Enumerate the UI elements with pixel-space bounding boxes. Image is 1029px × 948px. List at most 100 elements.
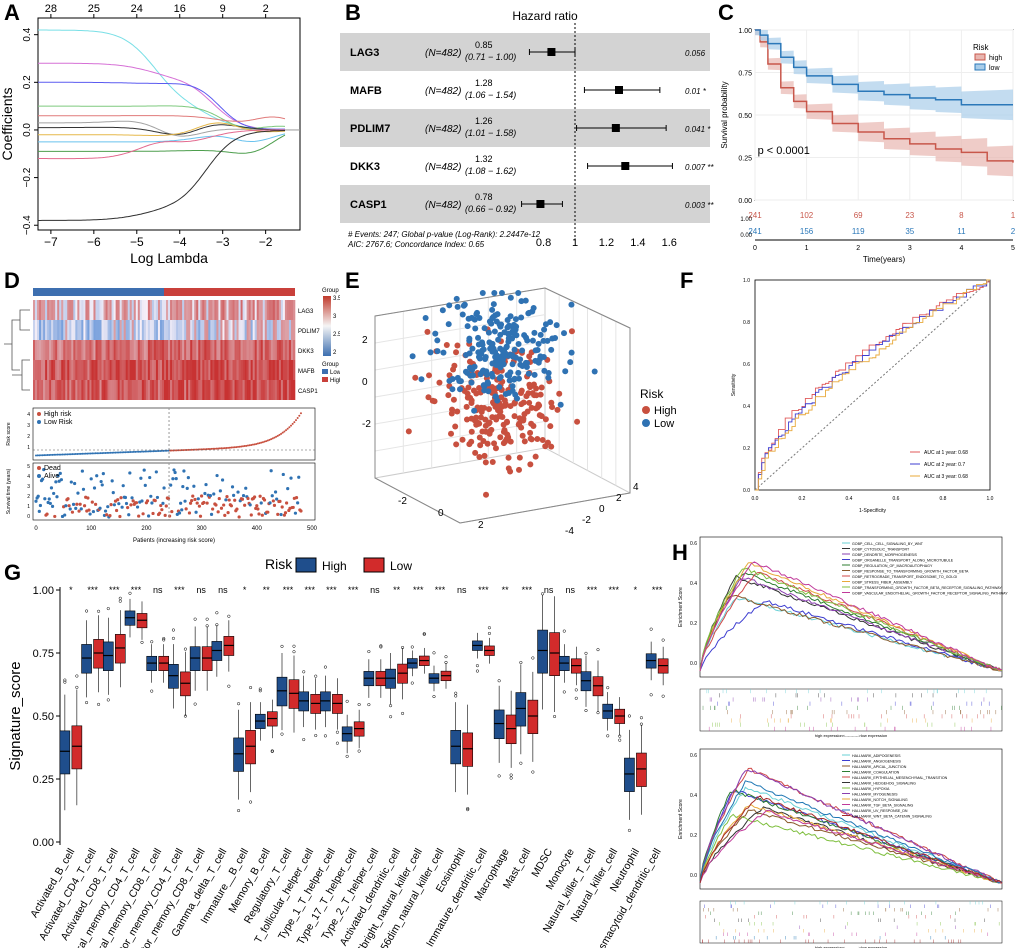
- heatmap-cell: [170, 320, 173, 340]
- risk-point: [150, 450, 153, 453]
- heatmap-cell: [155, 340, 159, 360]
- risk-point: [92, 452, 95, 455]
- scatter-point-low: [524, 337, 531, 344]
- box-outlier: [292, 650, 296, 654]
- status-point: [112, 503, 116, 507]
- heatmap-cell: [127, 360, 131, 380]
- heatmap-cell: [45, 360, 48, 380]
- scatter-point-low: [507, 294, 514, 301]
- heatmap-cell: [200, 340, 203, 360]
- status-point: [180, 508, 184, 512]
- heatmap-cell: [111, 380, 114, 400]
- risk-point: [58, 453, 61, 456]
- risk-point: [170, 449, 173, 452]
- gsea-y-tick-top: 0.6: [690, 541, 697, 547]
- heatmap-cell: [69, 300, 72, 320]
- risk-point: [256, 442, 259, 445]
- heatmap-cell: [258, 360, 262, 380]
- scatter-point-low: [454, 374, 461, 381]
- scatter-point-high: [424, 328, 431, 335]
- status-point: [159, 503, 163, 508]
- legend-label-low: Low: [330, 370, 340, 376]
- risk-point: [278, 433, 281, 436]
- heatmap-cell: [53, 300, 56, 320]
- box-body: [71, 725, 83, 770]
- scatter-point-low: [498, 321, 505, 328]
- heatmap-cell: [182, 360, 185, 380]
- heatmap-cell: [274, 320, 278, 340]
- heatmap-cell: [119, 320, 122, 340]
- box-outlier: [574, 688, 578, 692]
- heatmap-cell: [115, 340, 118, 360]
- scatter-point-high: [485, 406, 492, 413]
- y-tick-label: 1.00: [33, 585, 54, 597]
- box-outlier: [335, 741, 339, 745]
- heatmap-cell: [123, 300, 127, 320]
- box-outlier: [497, 679, 501, 683]
- forest-n-label: (N=482): [425, 86, 461, 97]
- heatmap-cell: [41, 360, 44, 380]
- box-body: [93, 639, 104, 669]
- scatter-point-low: [498, 290, 505, 296]
- heatmap-cell: [200, 300, 203, 320]
- scatter-point-high: [492, 445, 499, 452]
- box-outlier: [106, 698, 110, 702]
- box-outlier: [85, 609, 89, 613]
- km-at-risk-count: 11: [957, 227, 966, 236]
- heatmap-cell: [206, 320, 209, 340]
- significance-label: ***: [587, 585, 598, 595]
- box-body: [288, 679, 300, 709]
- heatmap-cell: [159, 380, 163, 400]
- scatter-point-low: [506, 377, 513, 384]
- heatmap-cell: [188, 300, 191, 320]
- scatter-point-low: [475, 334, 482, 341]
- heatmap-cell: [182, 380, 185, 400]
- status-point: [137, 514, 141, 518]
- status-point: [244, 486, 248, 490]
- forest-x-tick-label: 1.4: [630, 237, 645, 249]
- status-point: [88, 512, 92, 516]
- scatter-point-low: [502, 390, 509, 397]
- status-point: [59, 478, 63, 482]
- heatmap-cell: [73, 320, 76, 340]
- scatter-point-high: [507, 468, 514, 475]
- heatmap-cell: [176, 360, 179, 380]
- scatter-point-high: [554, 406, 561, 413]
- heatmap-cell: [242, 360, 245, 380]
- scatter-point-low: [537, 353, 544, 360]
- gsea-frame-bottom: [699, 748, 1003, 890]
- heatmap-cell: [268, 360, 272, 380]
- top-tick-label: 24: [131, 3, 143, 15]
- risk-point: [251, 443, 254, 446]
- risk-point: [213, 447, 216, 450]
- box-outlier: [639, 722, 643, 726]
- forest-ci-label: (0.71 − 1.00): [465, 52, 516, 62]
- heatmap-cell: [57, 320, 60, 340]
- heatmap-cell: [254, 380, 258, 400]
- heatmap-cell: [238, 340, 241, 360]
- heatmap-cell: [81, 320, 84, 340]
- roc-curve: [755, 281, 990, 491]
- status-point: [279, 512, 283, 517]
- heatmap-cell: [252, 380, 255, 400]
- km-at-risk-count: 2: [1011, 227, 1016, 236]
- heatmap-cell: [290, 320, 294, 340]
- heatmap-cell: [117, 340, 120, 360]
- heatmap-scale-tick: 3: [333, 314, 337, 320]
- heatmap-cell: [65, 300, 68, 320]
- heatmap-cell: [286, 380, 290, 400]
- heatmap-cell: [37, 380, 40, 400]
- y-tick-label: 0.25: [33, 774, 54, 786]
- status-point: [249, 513, 253, 517]
- significance-label: ***: [522, 585, 533, 595]
- heatmap-cell: [127, 320, 131, 340]
- gsea-rank-frame-top: [699, 688, 1003, 732]
- status-point: [41, 477, 45, 481]
- status-point: [259, 501, 263, 505]
- heatmap-cell: [168, 340, 171, 360]
- scatter-point-low: [509, 353, 516, 360]
- heatmap-cell: [155, 320, 159, 340]
- km-legend-key: [974, 53, 986, 61]
- heatmap-scale-tick: 3.5: [333, 296, 340, 302]
- heatmap-cell: [192, 360, 195, 380]
